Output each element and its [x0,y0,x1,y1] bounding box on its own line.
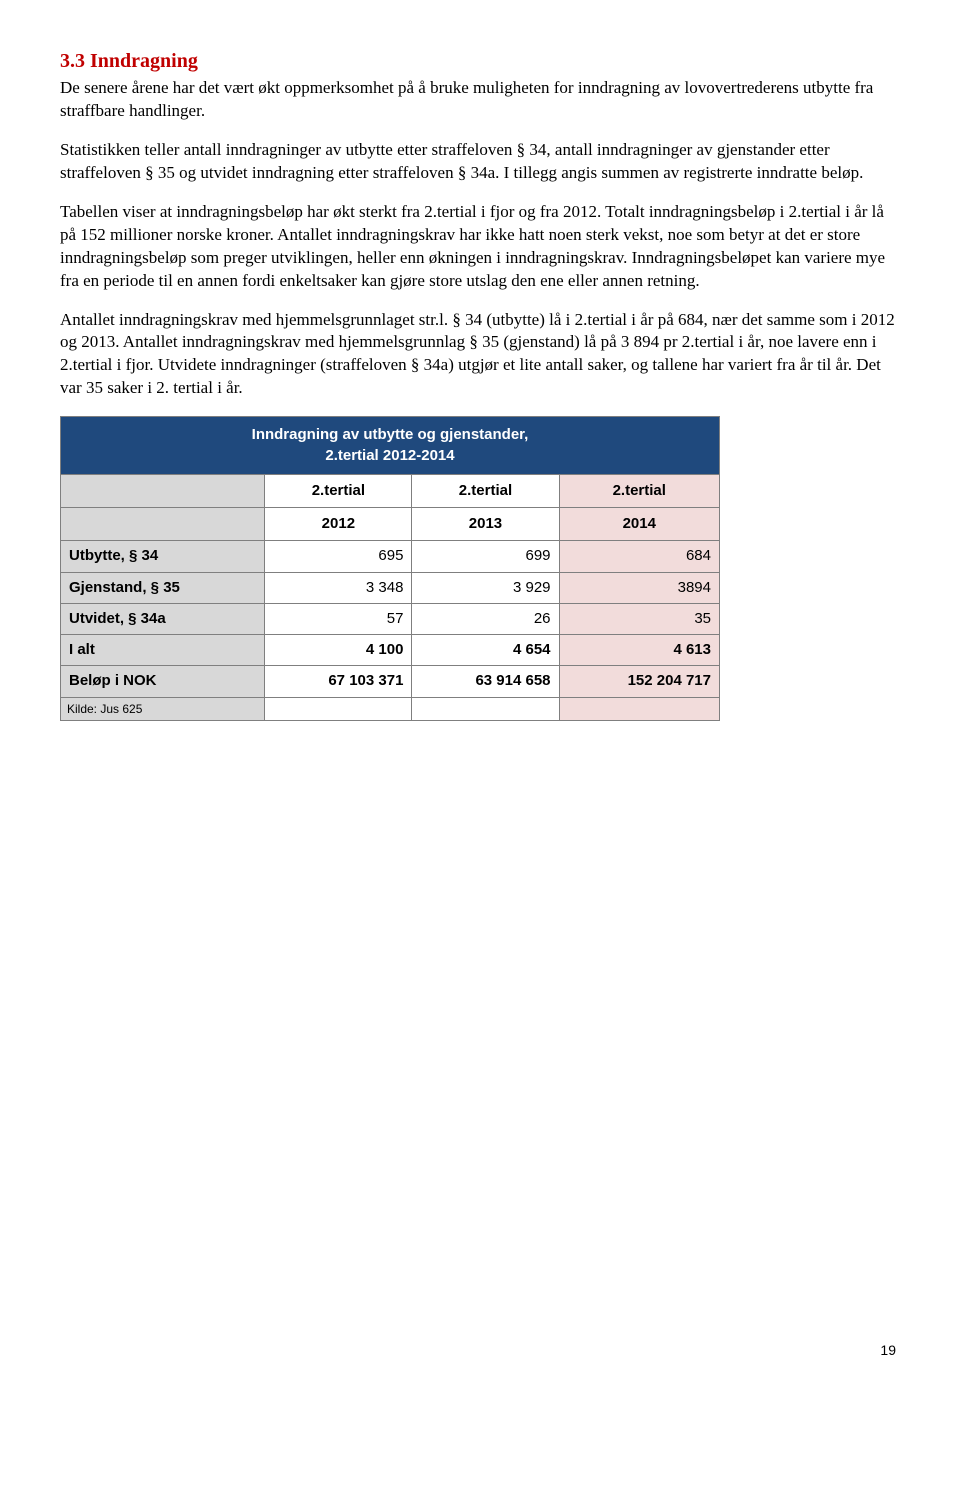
table-source-blank [412,697,559,720]
cell: 57 [265,603,412,634]
cell: 26 [412,603,559,634]
table-header-year-1: 2012 [265,508,412,541]
row-label: I alt [61,635,265,666]
table-row: Gjenstand, § 35 3 348 3 929 3894 [61,572,720,603]
cell: 699 [412,541,559,572]
cell: 684 [559,541,719,572]
table-title: Inndragning av utbytte og gjenstander, 2… [61,417,720,475]
table-source-blank [559,697,719,720]
table-title-line2: 2.tertial 2012-2014 [325,447,454,464]
table-row-total: I alt 4 100 4 654 4 613 [61,635,720,666]
cell: 3 929 [412,572,559,603]
row-label: Utvidet, § 34a [61,603,265,634]
table-row: Utvidet, § 34a 57 26 35 [61,603,720,634]
cell: 63 914 658 [412,666,559,697]
table-header-year-2: 2013 [412,508,559,541]
inndragning-table: Inndragning av utbytte og gjenstander, 2… [60,416,720,720]
cell: 4 100 [265,635,412,666]
page-number: 19 [60,1341,900,1360]
table-header-period-2: 2.tertial [412,474,559,507]
cell: 67 103 371 [265,666,412,697]
table-header-period-3: 2.tertial [559,474,719,507]
table-row: Utbytte, § 34 695 699 684 [61,541,720,572]
row-label: Utbytte, § 34 [61,541,265,572]
table-source: Kilde: Jus 625 [61,697,265,720]
table-header-period-1: 2.tertial [265,474,412,507]
table-row-amount: Beløp i NOK 67 103 371 63 914 658 152 20… [61,666,720,697]
paragraph-2: Statistikken teller antall inndragninger… [60,139,900,185]
table-title-line1: Inndragning av utbytte og gjenstander, [252,426,529,443]
cell: 3894 [559,572,719,603]
table-header-year-3: 2014 [559,508,719,541]
row-label: Beløp i NOK [61,666,265,697]
cell: 3 348 [265,572,412,603]
paragraph-4: Antallet inndragningskrav med hjemmelsgr… [60,309,900,401]
table-header-blank2 [61,508,265,541]
table-header-blank [61,474,265,507]
cell: 35 [559,603,719,634]
section-heading: 3.3 Inndragning [60,48,900,75]
paragraph-1: De senere årene har det vært økt oppmerk… [60,77,900,123]
paragraph-3: Tabellen viser at inndragningsbeløp har … [60,201,900,293]
table-source-blank [265,697,412,720]
cell: 4 613 [559,635,719,666]
row-label: Gjenstand, § 35 [61,572,265,603]
cell: 695 [265,541,412,572]
cell: 4 654 [412,635,559,666]
cell: 152 204 717 [559,666,719,697]
